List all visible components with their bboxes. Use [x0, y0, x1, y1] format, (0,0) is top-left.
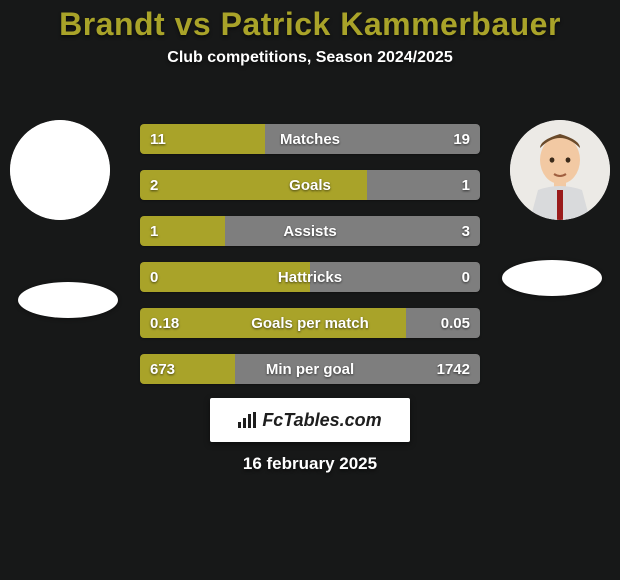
- source-badge-text: FcTables.com: [262, 410, 381, 431]
- stats-table: 1119Matches 21Goals 13Assists 00Hattricks 0.…: [140, 124, 480, 400]
- stat-row: 13Assists: [140, 216, 480, 246]
- player-right-photo: [510, 120, 610, 220]
- subtitle: Club competitions, Season 2024/2025: [0, 49, 620, 67]
- stat-label: Min per goal: [140, 354, 480, 384]
- stat-row: 21Goals: [140, 170, 480, 200]
- content-root: Brandt vs Patrick Kammerbauer Club compe…: [0, 0, 620, 580]
- player-left-avatar: [10, 120, 110, 220]
- player-left-placeholder-icon: [10, 120, 110, 220]
- stat-label: Matches: [140, 124, 480, 154]
- stat-row: 1119Matches: [140, 124, 480, 154]
- source-badge: FcTables.com: [210, 398, 410, 442]
- player-right-avatar: [510, 120, 610, 220]
- bars-icon: [238, 412, 256, 428]
- stat-row: 0.180.05Goals per match: [140, 308, 480, 338]
- stat-row: 00Hattricks: [140, 262, 480, 292]
- stat-row: 6731742Min per goal: [140, 354, 480, 384]
- stat-label: Goals per match: [140, 308, 480, 338]
- player-right-club-badge: [502, 260, 602, 296]
- player-left-club-badge: [18, 282, 118, 318]
- stat-label: Goals: [140, 170, 480, 200]
- stat-label: Hattricks: [140, 262, 480, 292]
- page-title: Brandt vs Patrick Kammerbauer: [0, 0, 620, 43]
- date-label: 16 february 2025: [0, 454, 620, 474]
- stat-label: Assists: [140, 216, 480, 246]
